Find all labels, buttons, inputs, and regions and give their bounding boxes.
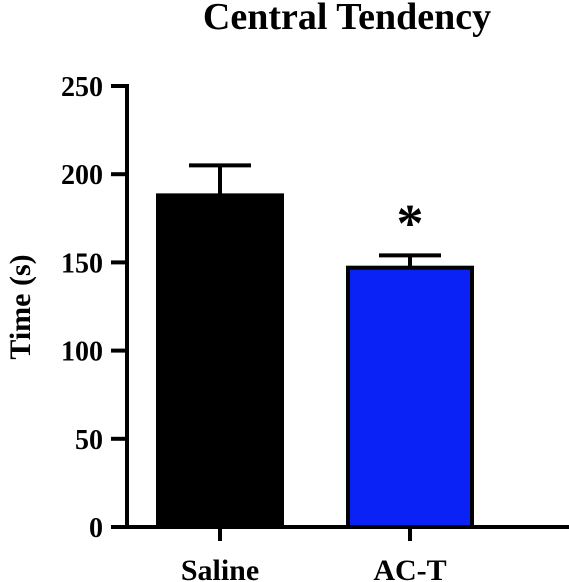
significance-marker: *	[397, 193, 424, 253]
annotations: *	[397, 193, 424, 253]
y-tick-label: 100	[61, 337, 103, 368]
y-tick-label: 250	[61, 72, 103, 103]
y-tick-label: 200	[61, 160, 103, 191]
bar-saline	[156, 193, 284, 529]
x-category-label: Saline	[181, 554, 259, 582]
y-tick-label: 0	[89, 513, 103, 544]
y-axis-label: Time (s)	[4, 254, 37, 359]
bars	[156, 193, 474, 529]
x-category-label: AC-T	[373, 554, 446, 582]
y-tick-label: 150	[61, 248, 103, 279]
x-axis-categories: Saline AC-T	[181, 527, 447, 582]
y-tick-label: 50	[75, 425, 103, 456]
bar-ac-t	[346, 265, 474, 529]
chart-title: Central Tendency	[203, 0, 491, 38]
y-axis-ticks: 0 50 100 150 200 250	[61, 72, 127, 544]
error-bars	[189, 163, 441, 268]
